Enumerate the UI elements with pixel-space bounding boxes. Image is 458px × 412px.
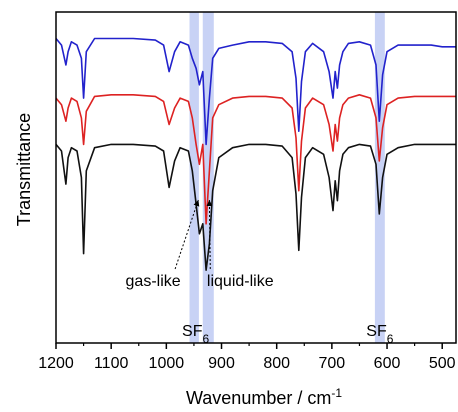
annotation-arrow-1 <box>174 199 200 270</box>
annotation-label-2: liquid-like <box>207 273 274 290</box>
series-line-3 <box>55 143 456 271</box>
shaded-band-1 <box>189 12 199 343</box>
annotation-label-1: gas-like <box>126 273 181 290</box>
x-tick-label-1200: 1200 <box>38 355 74 372</box>
x-axis-ticks: 1200 1100 1000 900 800 700 600 500 <box>38 343 456 372</box>
x-tick-label-900: 900 <box>208 355 235 372</box>
x-tick-label-800: 800 <box>263 355 290 372</box>
annotations: gas-like liquid-like SF6 SF6 <box>126 199 394 346</box>
plot-frame <box>55 11 457 344</box>
x-tick-label-1000: 1000 <box>149 355 185 372</box>
x-axis-label-superscript: -1 <box>331 386 342 400</box>
band-label-1: SF6 <box>182 323 209 346</box>
band-label-2: SF6 <box>366 323 393 346</box>
y-axis-label: Transmittance <box>14 113 34 226</box>
x-axis-label: Wavenumber / cm-1 <box>186 386 342 408</box>
shaded-bands <box>189 12 385 343</box>
x-tick-label-700: 700 <box>319 355 346 372</box>
annotation-arrow-2 <box>206 199 213 270</box>
x-tick-label-1100: 1100 <box>94 355 129 372</box>
series-line-2 <box>55 94 456 225</box>
x-axis-label-text: Wavenumber / cm <box>186 388 331 408</box>
series-line-1 <box>55 37 456 146</box>
shaded-band-3 <box>374 12 385 343</box>
x-tick-label-600: 600 <box>374 355 401 372</box>
x-tick-label-500: 500 <box>429 355 456 372</box>
series-lines <box>55 37 456 271</box>
